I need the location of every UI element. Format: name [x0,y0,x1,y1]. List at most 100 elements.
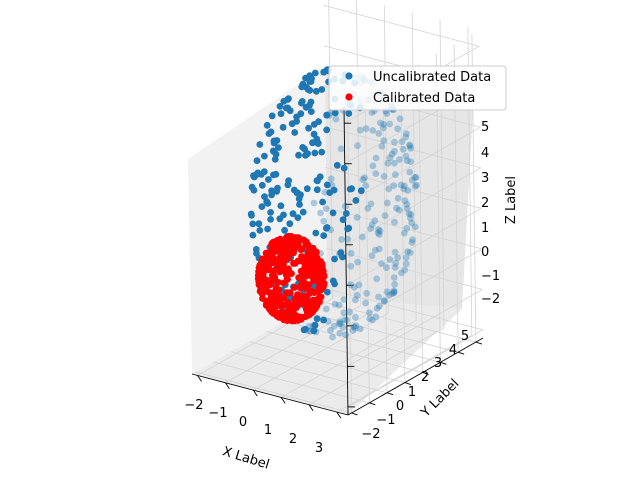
calibrated-data-point [282,234,290,242]
gridline [400,74,406,383]
gridline [230,351,388,394]
uncalibrated-data-point [407,144,415,152]
calibrated-data-point [265,266,273,274]
calibrated-data-point [294,291,301,298]
uncalibrated-data-point [368,252,376,260]
uncalibrated-data-point [261,152,268,160]
uncalibrated-data-point [267,128,275,136]
uncalibrated-data-point [301,325,309,333]
uncalibrated-data-point [356,325,364,333]
uncalibrated-data-point [368,221,376,229]
calibrated-data-point [271,267,278,275]
uncalibrated-data-point [404,187,412,194]
uncalibrated-data-point [335,320,343,328]
uncalibrated-data-point [383,110,391,117]
uncalibrated-data-point [406,249,414,256]
uncalibrated-data-point [317,209,324,217]
calibrated-data-point [302,240,310,247]
uncalibrated-data-point [359,176,367,184]
x-tick-label: 1 [264,423,272,438]
uncalibrated-data-point [339,323,347,331]
gridline [325,166,482,209]
calibrated-data-point [297,267,305,275]
uncalibrated-data-point [332,115,340,123]
uncalibrated-data-point [403,200,411,208]
uncalibrated-data-point [289,210,297,218]
uncalibrated-data-point [311,69,319,77]
uncalibrated-data-point [298,99,305,107]
uncalibrated-data-point [331,255,338,263]
uncalibrated-data-point [351,324,359,332]
calibrated-data-point [258,276,266,283]
y-tick-label: 2 [421,370,429,385]
calibrated-data-point [302,263,309,270]
gridline [324,126,481,169]
x-tick-label: 3 [315,441,323,456]
uncalibrated-data-point [320,232,328,240]
uncalibrated-data-point [373,305,381,312]
gridline [225,305,361,384]
uncalibrated-data-point [344,225,351,233]
uncalibrated-data-point [407,214,414,222]
uncalibrated-data-point [350,283,358,291]
uncalibrated-data-point [408,239,416,246]
y-tick-label: −1 [376,413,395,428]
uncalibrated-data-point [383,288,391,296]
calibrated-data-point [302,257,310,265]
uncalibrated-data-point [386,120,393,128]
uncalibrated-data-point [270,137,278,145]
uncalibrated-data-point [323,181,331,189]
uncalibrated-data-point [331,109,339,117]
uncalibrated-data-point [340,309,348,317]
uncalibrated-data-point [329,209,337,217]
calibrated-data-point [316,280,323,287]
uncalibrated-data-point [394,254,401,262]
uncalibrated-data-point [341,316,348,324]
gridline [346,207,482,286]
uncalibrated-data-point [366,315,374,322]
uncalibrated-data-point [299,208,307,216]
calibrated-data-point [298,275,305,282]
gridline [347,104,352,413]
x-tick-label: 0 [239,415,247,430]
uncalibrated-data-point [386,256,394,263]
y-tick-mark [422,372,429,375]
uncalibrated-data-point [340,296,348,303]
calibrated-data-point [272,259,280,267]
uncalibrated-data-point [398,269,405,277]
uncalibrated-data-point [264,200,272,207]
uncalibrated-data-point [346,185,354,193]
uncalibrated-data-point [380,137,388,145]
calibrated-data-point [292,296,299,304]
uncalibrated-data-point [372,313,380,321]
z-tick-label: 5 [481,120,489,135]
uncalibrated-data-point [248,212,255,219]
y-tick-mark [457,351,465,355]
uncalibrated-data-point [284,181,292,189]
calibrated-data-point [259,295,266,302]
y-tick-label: 1 [408,385,416,400]
gridline [266,331,423,373]
calibrated-data-point [264,298,272,306]
uncalibrated-data-point [329,333,336,341]
uncalibrated-data-point [375,231,383,239]
y-tick-mark [475,341,483,345]
uncalibrated-data-point [323,126,331,134]
y-tick-mark [351,412,358,416]
uncalibrated-data-point [408,219,416,227]
uncalibrated-data-point [375,130,383,137]
gridline [195,371,352,414]
calibrated-data-point [259,255,267,263]
calibrated-data-point [283,268,290,276]
uncalibrated-data-point [393,204,400,212]
x-tick-label: −2 [184,398,203,413]
uncalibrated-data-point [277,110,285,118]
calibrated-data-point [310,289,318,296]
uncalibrated-data-point [281,226,288,234]
uncalibrated-data-point [267,209,274,216]
uncalibrated-data-point [347,281,355,289]
uncalibrated-data-point [375,226,382,234]
uncalibrated-data-point [404,248,412,256]
calibrated-data-point [271,273,279,281]
uncalibrated-data-point [337,249,345,257]
